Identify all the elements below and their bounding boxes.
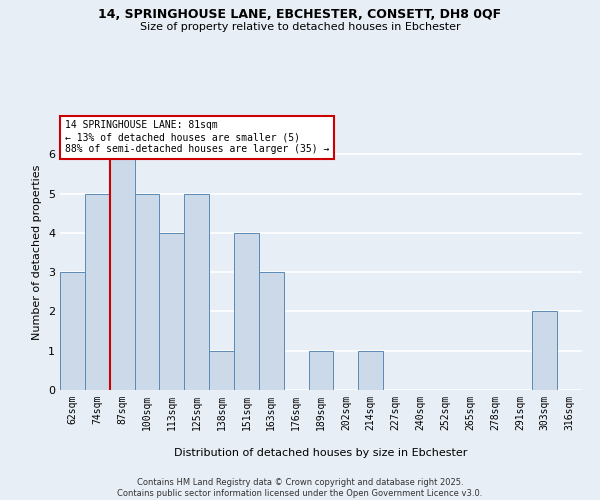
Y-axis label: Number of detached properties: Number of detached properties: [32, 165, 43, 340]
Text: Size of property relative to detached houses in Ebchester: Size of property relative to detached ho…: [140, 22, 460, 32]
Bar: [358, 350, 383, 390]
Bar: [234, 233, 259, 390]
Text: Distribution of detached houses by size in Ebchester: Distribution of detached houses by size …: [175, 448, 467, 458]
Bar: [259, 272, 284, 390]
Text: 14 SPRINGHOUSE LANE: 81sqm
← 13% of detached houses are smaller (5)
88% of semi-: 14 SPRINGHOUSE LANE: 81sqm ← 13% of deta…: [65, 120, 329, 154]
Bar: [110, 154, 134, 390]
Text: 14, SPRINGHOUSE LANE, EBCHESTER, CONSETT, DH8 0QF: 14, SPRINGHOUSE LANE, EBCHESTER, CONSETT…: [98, 8, 502, 20]
Bar: [160, 233, 184, 390]
Bar: [85, 194, 110, 390]
Bar: [532, 312, 557, 390]
Bar: [60, 272, 85, 390]
Bar: [209, 350, 234, 390]
Bar: [184, 194, 209, 390]
Bar: [134, 194, 160, 390]
Bar: [308, 350, 334, 390]
Text: Contains HM Land Registry data © Crown copyright and database right 2025.
Contai: Contains HM Land Registry data © Crown c…: [118, 478, 482, 498]
